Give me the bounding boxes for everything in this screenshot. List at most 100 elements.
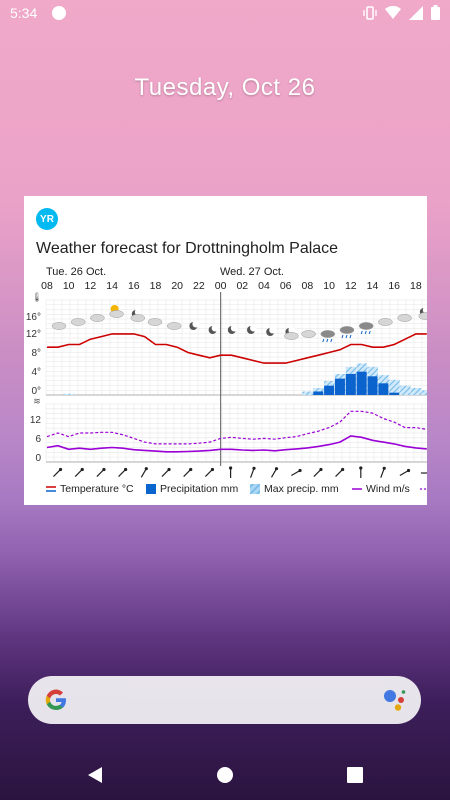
legend-precipitation-label: Precipitation mm	[160, 483, 239, 495]
wind-arrow-icon	[313, 469, 322, 477]
wind-arrow-head	[58, 467, 63, 472]
wind-arrow-icon	[74, 469, 83, 477]
wind-arrow-head	[167, 467, 171, 472]
google-search-bar[interactable]	[28, 676, 421, 724]
wind-arrow-icon	[250, 468, 255, 478]
rain-cloud-icon	[339, 326, 355, 334]
signal-icon	[409, 5, 423, 20]
temp-tick-label: 16°	[26, 312, 41, 323]
wind-arrow-head	[298, 468, 302, 473]
weather-widget[interactable]: YR Weather forecast for Drottningholm Pa…	[24, 196, 427, 505]
legend-max-precip-label: Max precip. mm	[264, 483, 339, 495]
wind-arrow-head	[359, 466, 363, 470]
rain-cloud-icon	[320, 330, 336, 338]
widget-title: Weather forecast for Drottningholm Palac…	[36, 240, 339, 257]
legend-precipitation: Precipitation mm	[146, 483, 238, 495]
hour-tick-label: 14	[106, 280, 118, 292]
wind-arrow-icon	[270, 468, 278, 478]
moon-icon-mask	[230, 324, 238, 332]
status-icons	[363, 5, 440, 20]
precip-bar	[356, 371, 367, 395]
cloud-icon	[166, 322, 182, 330]
hour-tick-label: 18	[410, 280, 422, 292]
wind-arrow-head	[406, 468, 411, 473]
wind-arrow-icon	[183, 469, 192, 477]
yr-logo: YR	[36, 208, 58, 230]
legend-max-precip: Max precip. mm	[250, 483, 339, 495]
wind-arrow-head	[229, 466, 233, 470]
hour-tick-label: 10	[62, 280, 75, 292]
recents-icon[interactable]	[343, 763, 367, 787]
wind-arrow-head	[124, 467, 128, 472]
day-label-1: Tue. 26 Oct.	[46, 266, 107, 278]
max-precip-bar	[302, 391, 313, 395]
wind-arrow-head	[189, 467, 193, 472]
wind-gust-line	[46, 410, 427, 445]
precip-bar	[378, 383, 389, 395]
vibrate-icon	[363, 5, 377, 20]
wind-arrow-icon	[118, 469, 127, 477]
google-logo-icon	[45, 689, 66, 711]
moon-icon-mask	[250, 324, 257, 332]
wind-arrow-icon	[140, 468, 147, 478]
wind-arrow-head	[319, 467, 323, 472]
moon-icon-mask	[211, 324, 219, 332]
battery-icon	[431, 5, 440, 20]
app-notification-icon	[52, 6, 66, 20]
forecast-chart: 16° 12° 8° 4° 0° 12 6 0 🌡 ≋	[26, 292, 427, 478]
wind-icon: ≋	[33, 396, 41, 406]
wind-tick-label: 6	[35, 434, 41, 445]
moon-icon-mask	[422, 306, 427, 314]
wind-arrow-head	[341, 467, 345, 472]
precip-bar	[334, 378, 345, 395]
precip-bar	[345, 373, 356, 395]
max-precip-bar	[63, 393, 75, 395]
hour-tick-label: 16	[127, 280, 140, 292]
cloud-icon	[51, 322, 67, 330]
temp-tick-label: 8°	[31, 348, 41, 359]
raindrop-icon	[364, 330, 367, 335]
wind-arrow-head	[144, 467, 148, 471]
wifi-icon	[385, 5, 401, 19]
home-icon[interactable]	[213, 763, 237, 787]
moon-icon-mask	[192, 320, 200, 328]
wind-arrow-head	[102, 467, 106, 472]
wind-arrow-head	[382, 466, 386, 470]
max-precip-bar	[313, 387, 324, 395]
wind-arrow-head	[252, 466, 256, 470]
wind-arrow-icon	[335, 469, 344, 477]
cloud-icon	[90, 314, 105, 322]
legend-temperature: Temperature °C	[46, 483, 134, 495]
day-label-2: Wed. 27 Oct.	[220, 266, 284, 278]
chart-legend: Temperature °C Precipitation mm Max prec…	[24, 483, 427, 499]
legend-wind: Wind m/s	[352, 483, 427, 495]
wind-line	[46, 435, 427, 453]
hour-tick-label: 08	[301, 280, 314, 292]
hour-tick-label: 06	[279, 280, 292, 292]
max-precip-bar	[421, 390, 427, 395]
google-assistant-icon[interactable]	[381, 688, 407, 712]
precip-bar	[389, 392, 400, 395]
raindrop-icon	[368, 330, 371, 335]
wind-tick-label: 0	[35, 453, 41, 464]
back-icon[interactable]	[83, 763, 107, 787]
raindrop-icon	[330, 338, 333, 343]
hour-tick-label: 04	[258, 280, 270, 292]
raindrop-icon	[322, 338, 325, 343]
cloud-icon	[130, 314, 146, 322]
moon-icon-mask	[288, 326, 296, 334]
max-precip-bar	[400, 385, 411, 395]
wind-arrow-icon	[96, 469, 105, 477]
hour-tick-label: 12	[84, 280, 97, 292]
raindrop-icon	[345, 334, 348, 339]
moon-icon-mask	[269, 326, 277, 334]
hour-tick-label: 14	[366, 280, 379, 292]
max-precip-bar	[410, 387, 422, 395]
wind-arrow-icon	[291, 469, 301, 477]
hour-tick-label: 12	[344, 280, 357, 292]
rain-cloud-icon	[358, 322, 374, 330]
hour-tick-label: 00	[214, 280, 227, 292]
status-time: 5:34	[10, 5, 38, 21]
temp-tick-label: 12°	[26, 329, 41, 340]
hour-tick-label: 08	[41, 280, 53, 292]
